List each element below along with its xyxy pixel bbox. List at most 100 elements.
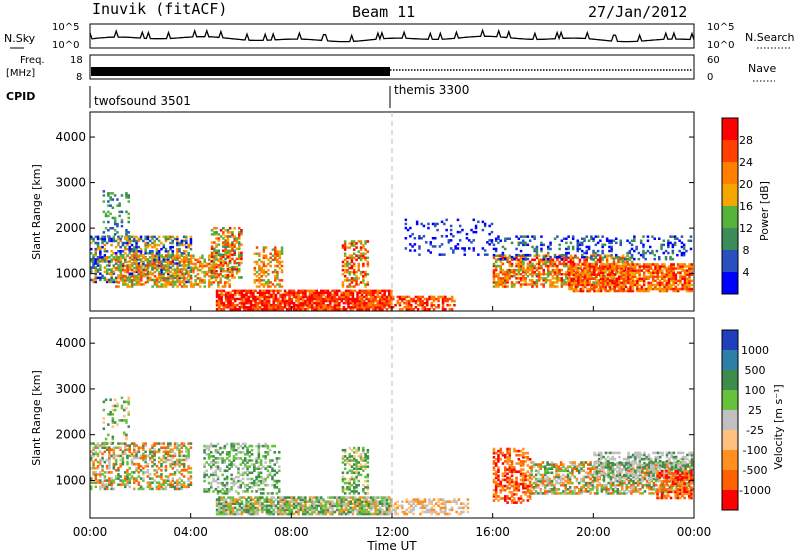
data-cell <box>207 490 211 493</box>
data-cell <box>656 287 659 291</box>
data-cell <box>360 303 364 307</box>
data-cell <box>151 252 154 255</box>
data-cell <box>265 500 269 503</box>
data-cell <box>224 303 228 307</box>
data-cell <box>137 448 141 451</box>
data-cell <box>255 270 259 274</box>
data-cell <box>356 303 359 307</box>
data-cell <box>510 264 514 268</box>
data-cell <box>577 269 580 272</box>
data-cell <box>288 295 291 299</box>
data-cell <box>108 471 111 474</box>
data-cell <box>674 275 678 278</box>
data-cell <box>295 506 298 510</box>
data-cell <box>315 291 318 295</box>
data-cell <box>665 275 669 278</box>
data-cell <box>250 481 254 485</box>
data-cell <box>176 256 179 260</box>
data-cell <box>238 276 241 279</box>
data-cell <box>688 285 691 289</box>
data-cell <box>228 251 232 255</box>
data-cell <box>642 277 646 280</box>
data-cell <box>604 289 607 293</box>
data-cell <box>231 257 234 261</box>
data-cell <box>94 272 97 275</box>
data-cell <box>173 473 177 476</box>
data-cell <box>253 463 256 466</box>
data-cell <box>183 281 186 284</box>
colorbar-tick-label: 4 <box>743 266 750 279</box>
data-cell <box>153 473 156 476</box>
data-cell <box>506 281 509 284</box>
data-cell <box>183 283 186 286</box>
data-cell <box>167 256 170 260</box>
data-cell <box>642 273 646 276</box>
data-cell <box>121 481 125 484</box>
data-cell <box>102 194 106 197</box>
data-cell <box>218 297 221 301</box>
data-cell <box>690 265 693 268</box>
data-cell <box>392 297 395 301</box>
data-cell <box>581 241 584 245</box>
data-cell <box>585 266 588 270</box>
data-cell <box>322 303 325 307</box>
data-cell <box>90 485 93 489</box>
data-cell <box>233 268 236 271</box>
data-cell <box>187 448 190 451</box>
data-cell <box>301 301 305 305</box>
data-cell <box>235 247 239 250</box>
data-cell <box>558 273 561 276</box>
data-cell <box>264 455 267 458</box>
data-cell <box>139 235 143 239</box>
data-cell <box>96 464 100 468</box>
data-cell <box>222 506 226 510</box>
data-cell <box>222 308 226 311</box>
data-cell <box>148 487 152 491</box>
data-cell <box>542 283 545 286</box>
data-cell <box>575 279 578 283</box>
data-cell <box>120 220 124 224</box>
data-cell <box>542 260 545 264</box>
data-cell <box>115 266 118 270</box>
data-cell <box>264 264 268 268</box>
data-cell <box>576 270 579 274</box>
data-cell <box>551 277 555 280</box>
data-cell <box>610 247 613 251</box>
date-label: 27/Jan/2012 <box>588 3 687 21</box>
data-cell <box>549 281 552 284</box>
data-cell <box>538 266 541 270</box>
data-cell <box>508 237 511 240</box>
data-cell <box>210 263 214 267</box>
data-cell <box>608 287 612 291</box>
data-cell <box>504 257 507 261</box>
data-cell <box>227 291 230 295</box>
data-cell <box>420 222 423 226</box>
data-cell <box>683 265 687 268</box>
data-cell <box>216 448 220 452</box>
data-cell <box>155 254 159 257</box>
data-cell <box>517 262 521 266</box>
data-cell <box>304 299 307 303</box>
data-cell <box>640 285 644 289</box>
data-cell <box>272 500 275 503</box>
data-cell <box>126 270 129 274</box>
data-cell <box>266 465 270 468</box>
data-cell <box>164 475 168 478</box>
data-cell <box>599 254 602 257</box>
data-cell <box>119 266 122 269</box>
data-cell <box>367 306 371 309</box>
data-cell <box>477 253 480 256</box>
data-cell <box>658 257 661 261</box>
data-cell <box>504 279 507 282</box>
data-cell <box>630 239 634 242</box>
data-cell <box>107 235 110 238</box>
data-cell <box>142 270 145 274</box>
data-cell <box>189 266 193 270</box>
data-cell <box>226 263 230 267</box>
data-cell <box>167 254 170 257</box>
data-cell <box>137 256 141 260</box>
data-cell <box>676 265 680 268</box>
data-cell <box>366 281 370 284</box>
data-cell <box>112 235 116 239</box>
